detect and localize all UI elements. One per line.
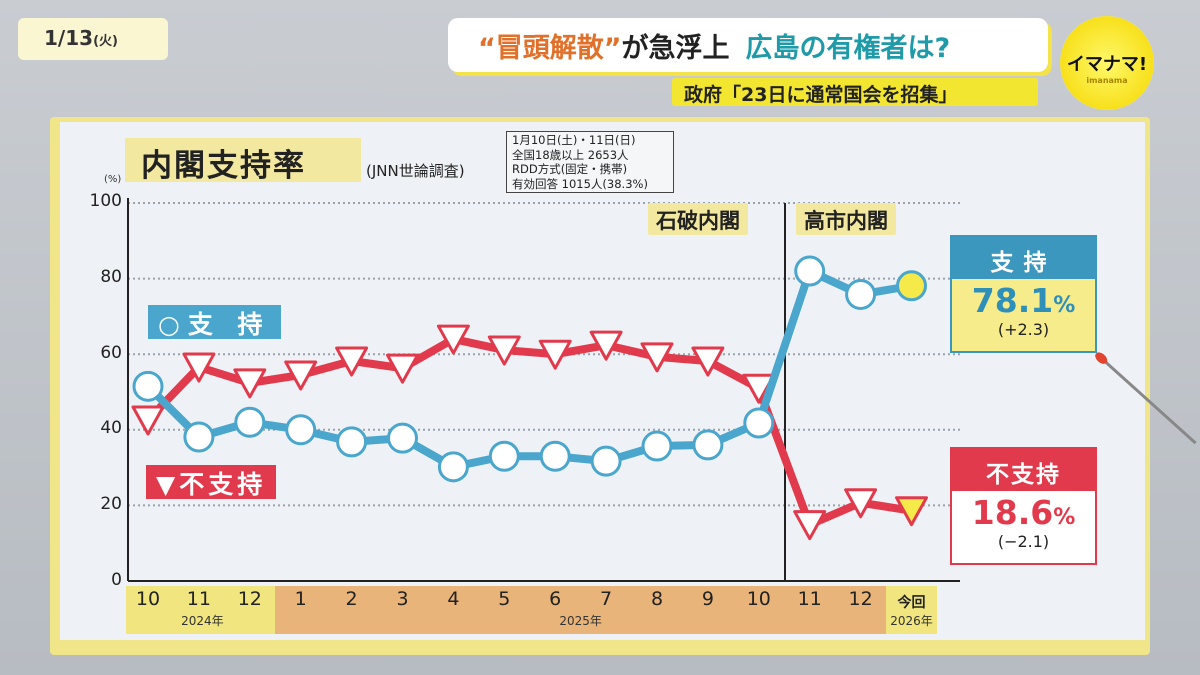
nonsupport-point <box>895 496 928 527</box>
nonsupport-callout-label: 不支持 <box>952 449 1095 491</box>
support-point <box>641 430 673 462</box>
support-point <box>896 270 927 302</box>
survey-info: 1月10日(土)・11日(日) 全国18歳以上 2653人 RDD方式(固定・携… <box>506 131 674 193</box>
date-badge: 1/13(火) <box>18 18 168 60</box>
support-point <box>794 255 826 287</box>
nonsupport-point <box>487 335 521 366</box>
support-point <box>387 422 418 454</box>
x-tick-label: 4 <box>447 588 460 610</box>
legend-nonsupport: ▼不支持 <box>146 465 277 499</box>
x-tick-label: 1 <box>294 588 307 610</box>
x-year-label: 2024年 <box>181 614 224 628</box>
series-line-nonsupport <box>145 335 913 529</box>
y-tick: 100 <box>89 191 122 211</box>
headline-quote: “冒頭解散” <box>478 33 622 64</box>
weekday: (火) <box>93 34 118 49</box>
x-tick-label: 8 <box>650 588 664 610</box>
show-logo: イマナマ! imanama <box>1060 16 1154 110</box>
nonsupport-callout-value: 18.6% <box>952 493 1095 532</box>
x-tick-label: 12 <box>848 588 873 610</box>
y-tick: 80 <box>100 267 122 287</box>
chart-title: 内閣支持率 <box>125 138 361 184</box>
x-year-band: 2026年 <box>886 586 937 634</box>
nonsupport-unit: % <box>1053 505 1076 530</box>
x-tick-label: 7 <box>600 588 613 610</box>
date: 1/13 <box>44 26 94 50</box>
support-unit: % <box>1053 293 1076 318</box>
y-tick: 40 <box>100 418 122 438</box>
x-axis: 2024年 2025年 2026年 10 11 12 1 2 3 4 5 6 7 8 9 10 11 12 今回 <box>126 586 964 634</box>
nonsupport-point <box>538 339 572 370</box>
logo-subtext: imanama <box>1086 76 1128 85</box>
support-point <box>692 429 724 461</box>
nonsupport-point <box>436 324 470 355</box>
nonsupport-point <box>131 405 165 436</box>
support-point <box>437 451 469 483</box>
headline: “冒頭解散”が急浮上 広島の有権者は? <box>448 18 1048 72</box>
x-tick-label: 11 <box>186 588 211 610</box>
nonsupport-change: (−2.1) <box>997 532 1050 551</box>
headline-main: が急浮上 <box>621 33 730 64</box>
support-callout: 支持 78.1% (+2.3) <box>950 235 1097 353</box>
nonsupport-point <box>640 342 674 373</box>
series-line-support <box>145 267 913 471</box>
support-callout-value: 78.1% <box>952 281 1095 320</box>
subheading: 政府「23日に通常国会を招集」 <box>672 78 1038 106</box>
chart-source: (JNN世論調査) <box>366 162 465 180</box>
x-tick-label: 2 <box>345 588 358 610</box>
era-label-ishiba: 石破内閣 <box>648 203 748 235</box>
nonsupport-point <box>793 510 827 541</box>
survey-method: RDD方式(固定・携帯) <box>512 162 628 176</box>
survey-responses: 有効回答 1015人(38.3%) <box>512 176 648 191</box>
x-tick-label: 12 <box>237 588 262 610</box>
x-tick-label: 5 <box>498 588 511 610</box>
support-point <box>336 426 368 458</box>
y-tick: 0 <box>111 570 122 590</box>
support-value: 78.1 <box>971 281 1054 320</box>
headline-sub: 広島の有権者は? <box>745 33 951 64</box>
x-year-band: 2024年 <box>126 586 279 634</box>
support-point <box>234 406 266 438</box>
nonsupport-point <box>182 352 216 383</box>
survey-sample: 全国18歳以上 2653人 <box>512 147 629 162</box>
logo-text: イマナマ! <box>1066 54 1148 75</box>
support-point <box>183 421 215 453</box>
support-point <box>539 440 571 472</box>
x-tick-label: 11 <box>797 588 822 610</box>
era-label-takaichi: 高市内閣 <box>796 203 896 235</box>
support-point <box>743 407 775 439</box>
legend-support: ○支 持 <box>148 305 281 339</box>
x-tick-label: 10 <box>135 588 161 610</box>
nonsupport-value: 18.6 <box>971 493 1054 532</box>
support-point <box>845 278 877 310</box>
survey-date: 1月10日(土)・11日(日) <box>512 133 636 147</box>
x-year-label: 2025年 <box>559 614 602 628</box>
nonsupport-callout: 不支持 18.6% (−2.1) <box>950 447 1097 565</box>
x-tick-label: 6 <box>549 588 562 610</box>
support-point <box>488 440 520 472</box>
nonsupport-point <box>844 488 878 519</box>
x-tick-label: 3 <box>396 588 409 610</box>
nonsupport-point <box>284 360 318 391</box>
x-tick-label: 今回 <box>897 595 926 611</box>
nonsupport-point <box>691 346 725 377</box>
y-tick: 60 <box>100 343 122 363</box>
support-point <box>132 370 164 402</box>
x-tick-label: 10 <box>746 588 771 610</box>
support-point <box>285 414 317 446</box>
support-change: (+2.3) <box>997 320 1050 339</box>
nonsupport-point <box>233 368 267 399</box>
nonsupport-point <box>589 330 623 361</box>
x-year-label: 2026年 <box>890 614 933 628</box>
x-year-band: 2025年 <box>275 586 887 634</box>
support-callout-label: 支持 <box>952 237 1095 279</box>
support-point <box>590 445 622 477</box>
nonsupport-point <box>386 353 419 384</box>
y-axis-unit: (%) <box>104 174 122 185</box>
x-tick-label: 9 <box>701 588 714 610</box>
nonsupport-point <box>335 346 369 377</box>
y-tick: 20 <box>100 494 122 514</box>
